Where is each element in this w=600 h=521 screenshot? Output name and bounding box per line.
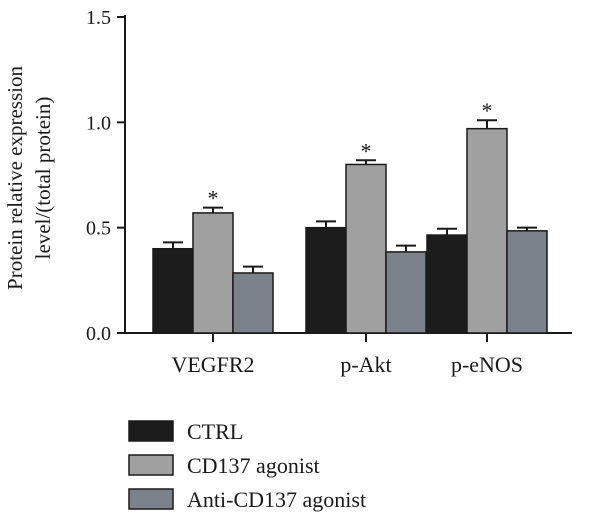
bar xyxy=(426,234,468,334)
y-tick-label: 1.0 xyxy=(86,112,111,134)
legend-swatch xyxy=(128,454,174,476)
plot-area: 0.0 0.5 1.0 1.5 * VEGFR2 * p-Akt * p-eNOS xyxy=(86,7,572,377)
bar xyxy=(466,127,508,334)
legend-label: CD137 agonist xyxy=(187,453,320,478)
bar xyxy=(385,251,427,334)
x-tick-label: p-eNOS xyxy=(451,352,523,377)
legend-label: CTRL xyxy=(187,419,243,444)
bar xyxy=(192,212,234,334)
bar xyxy=(345,163,387,334)
y-axis-label: Protein relative expression level/(total… xyxy=(3,66,55,290)
bar xyxy=(506,230,548,334)
bar xyxy=(305,226,347,334)
significance-mark: * xyxy=(482,98,493,123)
x-tick-label: VEGFR2 xyxy=(171,352,254,377)
significance-mark: * xyxy=(361,138,372,163)
y-tick-label: 1.5 xyxy=(86,7,111,29)
y-tick-label: 0.0 xyxy=(86,323,111,345)
x-tick-label: p-Akt xyxy=(340,352,391,377)
legend-swatch xyxy=(128,420,174,442)
legend-swatch xyxy=(128,488,174,510)
y-axis-label-line-2: level/(total protein) xyxy=(31,97,55,260)
legend-label: Anti-CD137 agonist xyxy=(187,487,366,512)
legend: CTRL CD137 agonist Anti-CD137 agonist xyxy=(128,419,366,512)
y-axis-label-line-1: Protein relative expression xyxy=(3,66,27,290)
y-tick-label: 0.5 xyxy=(86,218,111,240)
bar xyxy=(152,247,194,334)
significance-mark: * xyxy=(208,186,219,211)
bar xyxy=(232,272,274,334)
